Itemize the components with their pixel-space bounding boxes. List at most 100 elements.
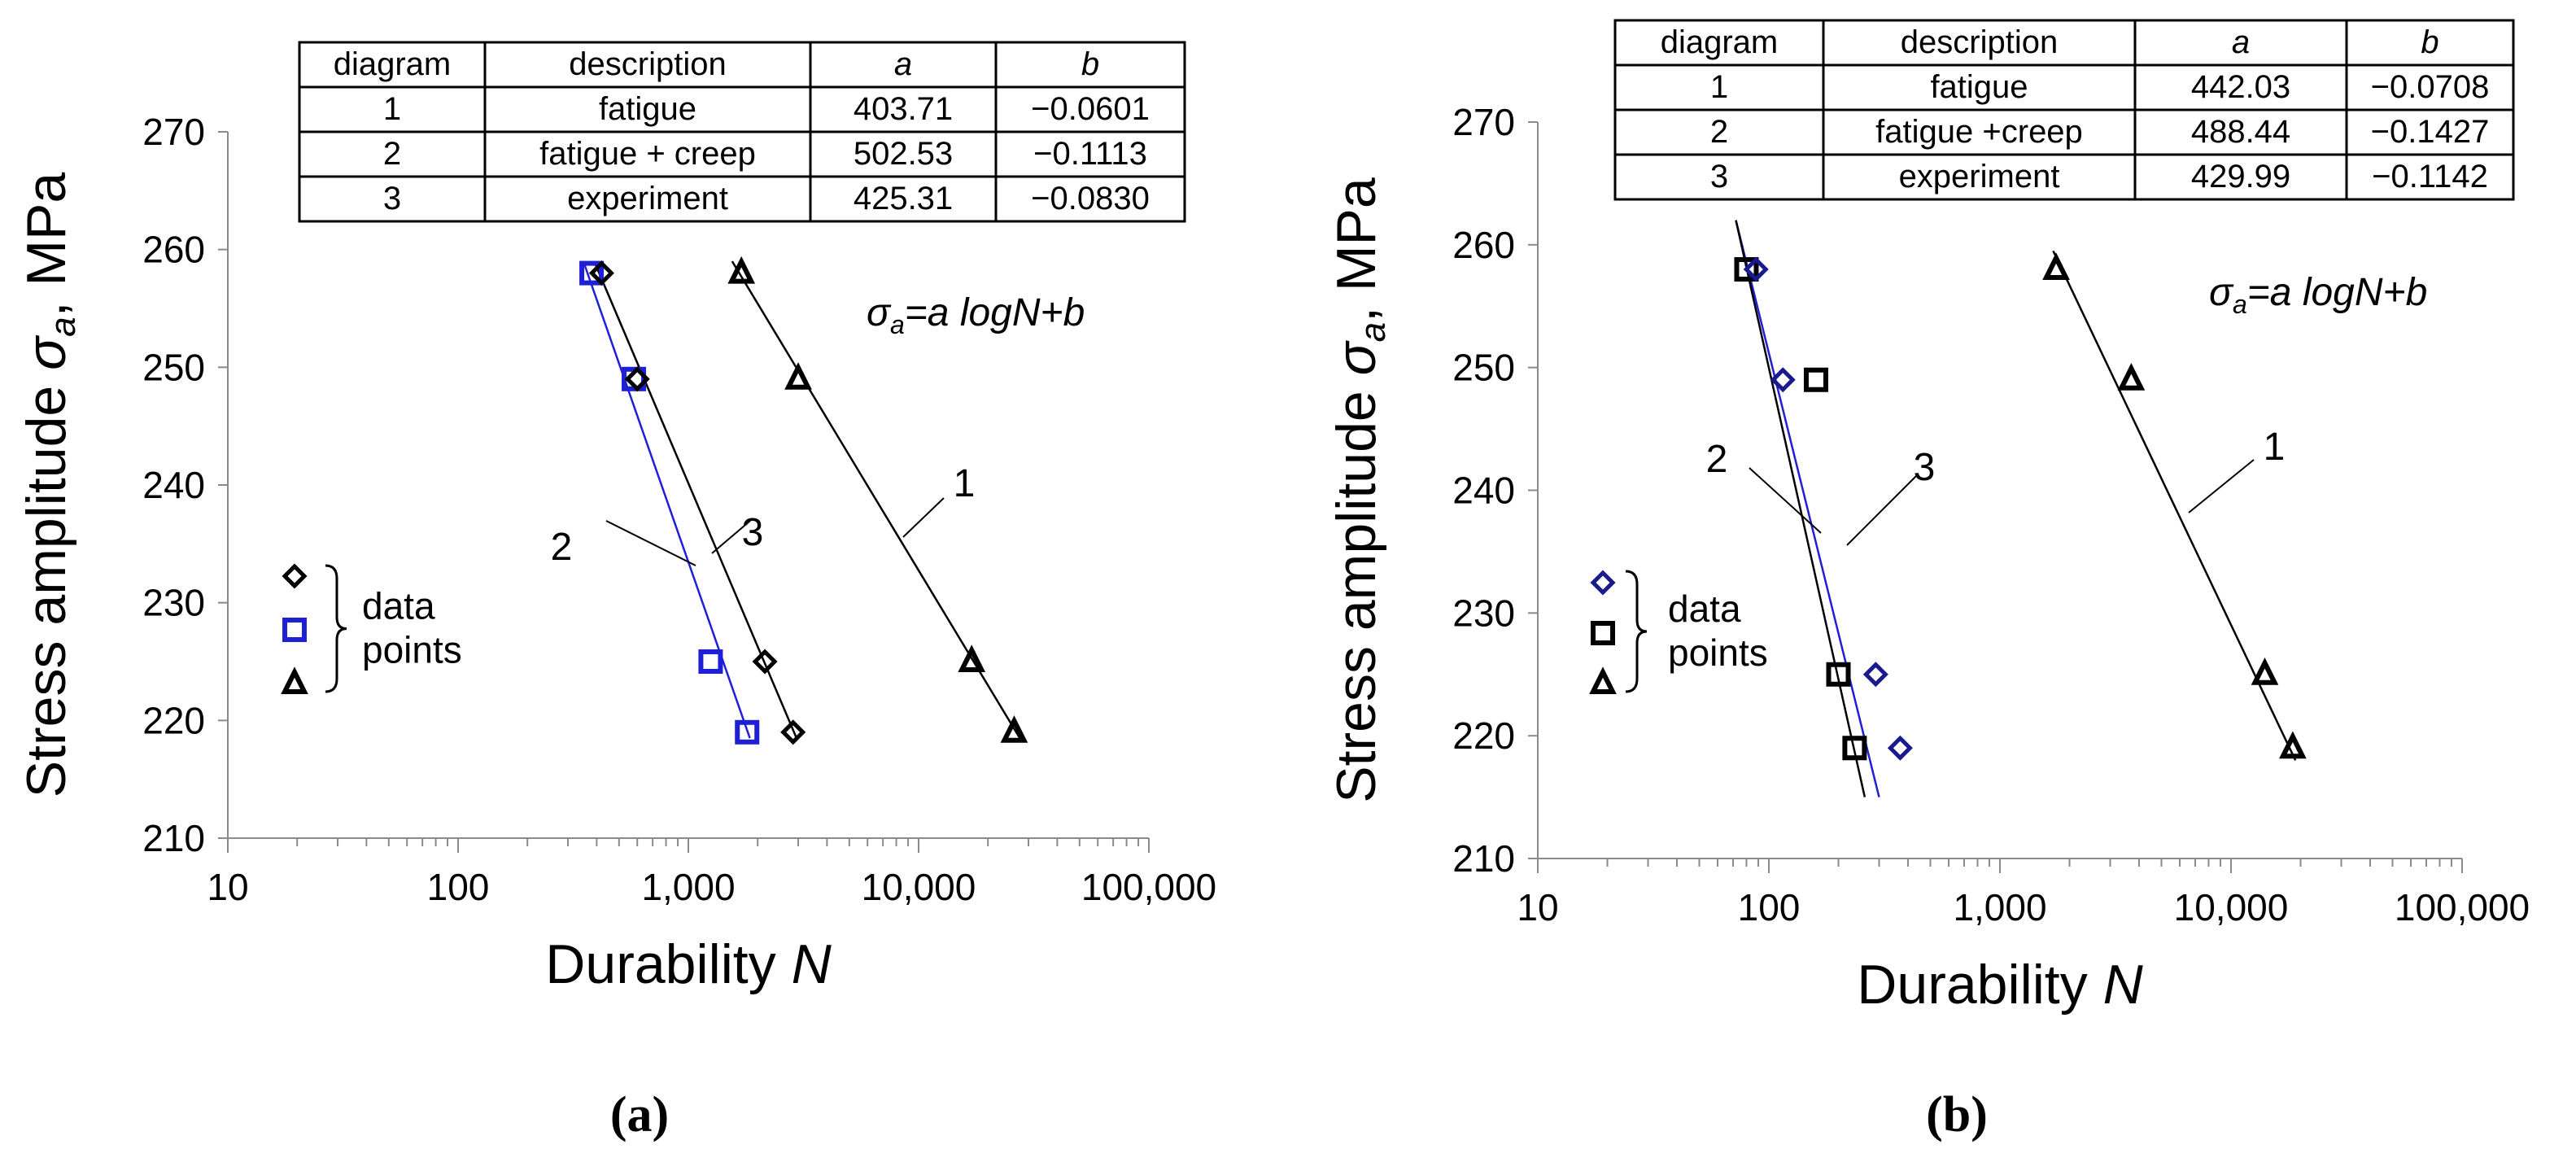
y-tick-label: 220 (142, 699, 205, 741)
regression-line-2 (1735, 220, 1880, 797)
table-cell: experiment (567, 181, 728, 216)
x-tick-label: 1,000 (641, 866, 735, 908)
table-cell: 3 (383, 181, 401, 216)
legend-label: points (1668, 631, 1768, 674)
data-point-square (1842, 736, 1867, 761)
legend-brace (325, 564, 347, 693)
y-tick-label: 230 (1452, 592, 1515, 634)
data-point-triangle (727, 256, 756, 284)
table-cell: experiment (1899, 159, 2060, 194)
table-cell: −0.0830 (1031, 181, 1150, 216)
table-header-cell: a (2232, 24, 2250, 60)
x-axis-label: Durability N (545, 933, 832, 995)
table-cell: −0.1427 (2371, 114, 2490, 150)
data-point-triangle (2042, 252, 2070, 280)
x-tick-label: 100,000 (1081, 866, 1216, 908)
line-label-2: 2 (551, 526, 573, 569)
table-cell: 502.53 (854, 136, 953, 172)
line-label-1: 1 (2264, 426, 2286, 469)
table-cell: 425.31 (854, 181, 953, 216)
y-tick-label: 250 (1452, 347, 1515, 389)
table-cell: fatigue +creep (1875, 114, 2083, 150)
legend-triangle-marker (1589, 666, 1617, 694)
table-cell: −0.1142 (2372, 159, 2488, 194)
legend-square-marker (1591, 621, 1615, 645)
table-header-cell: description (1901, 24, 2058, 60)
panel-b: 210 220 230 240 250 260 270 10 100 1,000 10,000 100… (1325, 19, 2530, 1142)
x-tick-label: 10 (207, 866, 248, 908)
y-tick-label: 270 (1452, 101, 1515, 143)
table-cell: 488.44 (2191, 114, 2290, 150)
legend-label: data (362, 585, 435, 627)
line-label-leader-1 (2188, 459, 2255, 513)
table-cell: 403.71 (854, 91, 953, 127)
data-point-diamond (1743, 256, 1769, 282)
regression-line-3 (1735, 220, 1867, 797)
equation-label: σa=a logN+b (867, 291, 1085, 339)
table-header-cell: b (2421, 24, 2438, 60)
regression-line-1 (2052, 250, 2297, 761)
y-tick-label: 260 (142, 229, 205, 271)
data-point-diamond (1770, 367, 1796, 393)
data-point-triangle (958, 644, 986, 672)
y-tick-label: 250 (142, 346, 205, 388)
table-cell: 3 (1710, 159, 1728, 194)
equation-label: σa=a logN+b (2209, 271, 2427, 319)
data-point-diamond (588, 260, 614, 286)
y-tick-label: 270 (142, 111, 205, 153)
line-label-leader-3 (1846, 475, 1917, 546)
data-point-triangle (784, 362, 812, 390)
line-label-leader-2 (1749, 467, 1822, 534)
line-label-leader-1 (902, 497, 945, 538)
y-axis-label: Stress amplitude σa, MPa (1325, 177, 1393, 803)
table-header-cell: description (569, 46, 726, 82)
y-tick-label: 230 (142, 582, 205, 624)
table-cell: 442.03 (2191, 69, 2290, 105)
legend-triangle-marker (281, 666, 308, 694)
table-header-cell: b (1081, 46, 1099, 82)
data-point-triangle (1000, 715, 1028, 743)
y-tick-label: 240 (1452, 470, 1515, 512)
y-tick-label: 220 (1452, 714, 1515, 757)
line-label-leader-2 (605, 520, 696, 566)
regression-line-2 (582, 260, 751, 739)
table-cell: 2 (383, 136, 401, 172)
x-tick-label: 10,000 (2174, 886, 2289, 928)
data-point-diamond (1887, 735, 1913, 761)
data-point-triangle (2117, 363, 2146, 391)
data-point-triangle (2279, 731, 2307, 759)
x-tick-label: 1,000 (1953, 886, 2046, 928)
line-label-2: 2 (1706, 438, 1728, 481)
panel-a: 210 220 230 240 250 260 270 10 100 1,000 10,000 100… (15, 41, 1216, 1142)
data-point-square (1826, 662, 1851, 687)
table-cell: 2 (1710, 114, 1728, 150)
panel-label: (a) (610, 1087, 669, 1142)
legend-diamond-marker (282, 563, 308, 589)
table-cell: 1 (383, 91, 401, 127)
legend-brace (1625, 570, 1648, 693)
x-tick-label: 10 (1517, 886, 1558, 928)
panel-label: (b) (1926, 1087, 1988, 1142)
y-tick-label: 210 (142, 817, 205, 859)
data-point-square (1734, 257, 1759, 282)
table-cell: fatigue (1930, 69, 2028, 105)
regression-line-3 (593, 260, 798, 739)
data-point-square (1803, 367, 1828, 392)
line-label-3: 3 (1914, 446, 1936, 489)
line-label-3: 3 (742, 511, 764, 554)
table-cell: fatigue (599, 91, 696, 127)
x-tick-label: 100 (1738, 886, 1801, 928)
x-tick-label: 100 (427, 866, 490, 908)
regression-line-1 (731, 260, 1021, 739)
line-label-leader-3 (711, 520, 751, 554)
table-cell: −0.0708 (2371, 69, 2490, 105)
legend-label: points (362, 629, 462, 671)
x-axis-label: Durability N (1857, 954, 2143, 1016)
y-tick-label: 260 (1452, 224, 1515, 266)
y-axis-label: Stress amplitude σa, MPa (15, 173, 83, 798)
data-point-square (579, 260, 605, 286)
legend-square-marker (282, 618, 307, 642)
